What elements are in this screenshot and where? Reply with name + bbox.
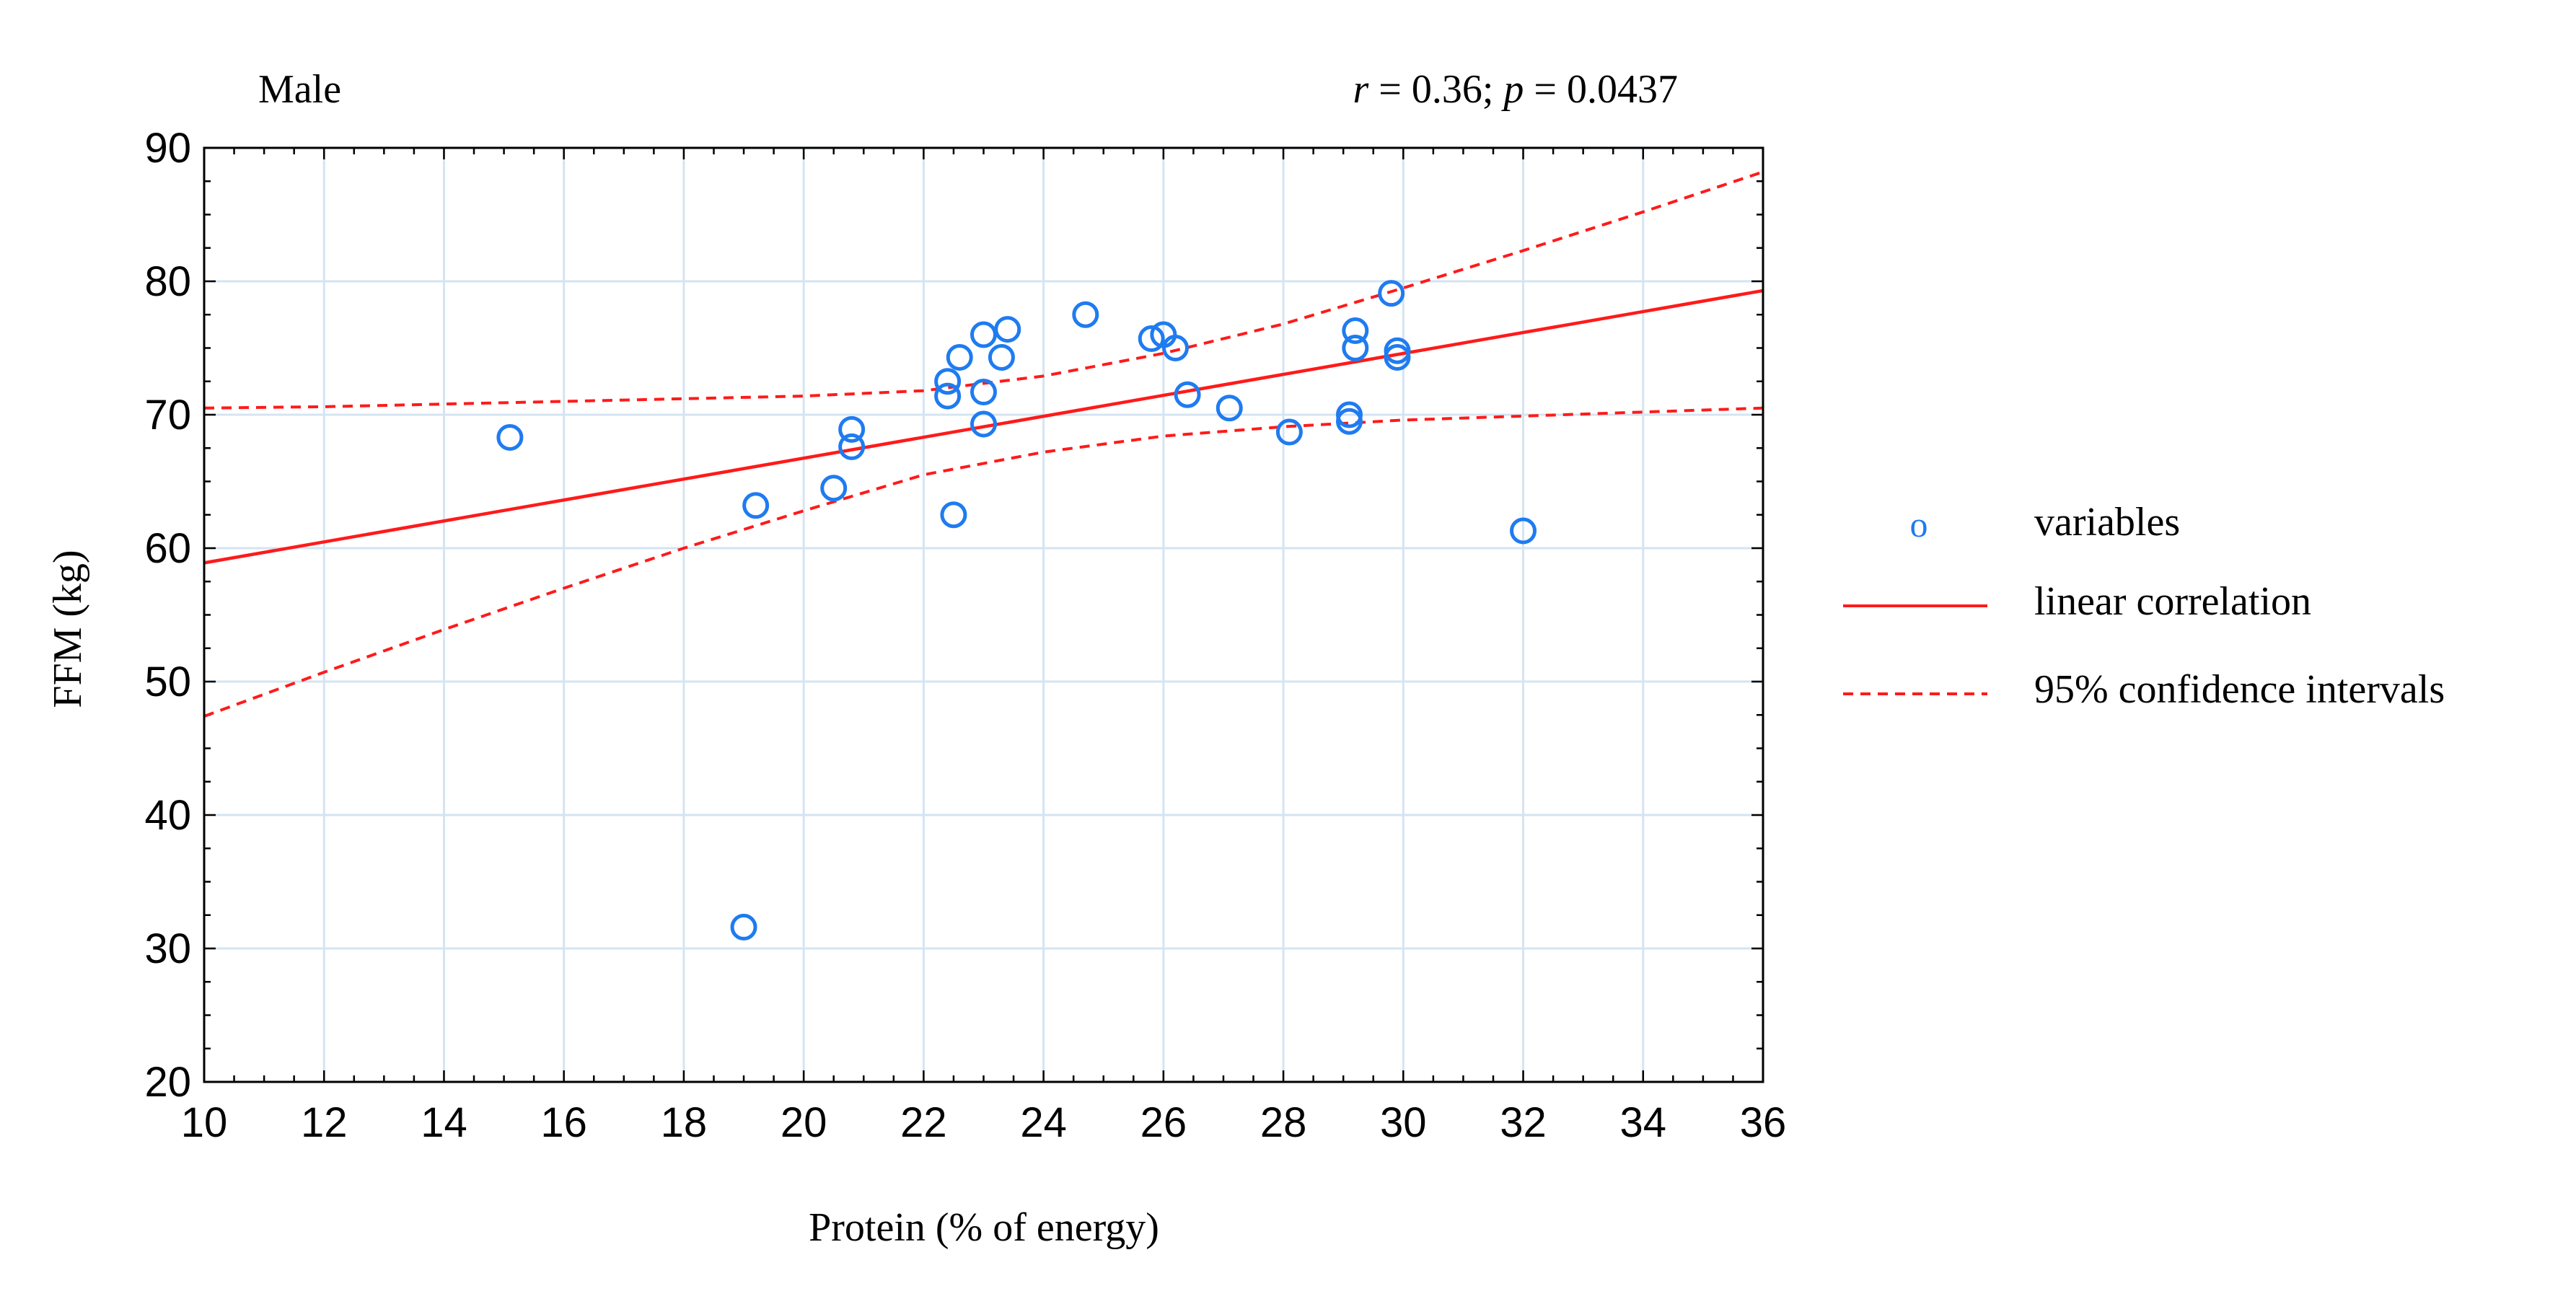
y-tick-label: 30 [144,925,191,972]
y-tick-label: 90 [144,125,191,172]
data-point [946,343,973,371]
data-point [1216,395,1243,422]
r-symbol: r [1353,67,1368,112]
x-tick-label: 28 [1260,1099,1307,1146]
data-point [496,423,524,451]
r-value: = 0.36; [1368,67,1503,112]
data-point [838,433,866,460]
y-tick-label: 70 [144,392,191,439]
x-tick-label: 10 [181,1099,228,1146]
data-point [1138,325,1165,353]
data-point [940,501,967,529]
data-point [988,343,1015,371]
chart-title: Male [258,67,341,112]
x-tick-label: 14 [421,1099,467,1146]
x-tick-label: 20 [781,1099,827,1146]
plot-frame [203,146,1764,1083]
y-axis-label: FFM (kg) [45,550,90,708]
data-point [1378,280,1405,307]
y-tick-label: 60 [144,525,191,572]
grid [204,148,1763,1082]
data-point [1336,408,1363,435]
data-point [1161,335,1189,361]
data-point [838,415,866,443]
data-points [496,280,1537,941]
data-point [970,321,997,348]
data-point [1174,381,1201,408]
legend-label-variables: variables [2034,500,2180,545]
data-point [994,316,1021,343]
legend-label-linear: linear correlation [2034,579,2311,624]
p-symbol: p [1500,67,1524,112]
stats-label: r = 0.36; p = 0.0437 [1353,67,1678,112]
data-point [934,382,962,410]
data-point [1384,343,1411,371]
data-point [742,492,770,519]
x-axis-ticks: 10 12 14 16 18 20 22 24 26 28 30 32 34 36 [181,1099,1787,1146]
data-point [1342,335,1369,361]
legend-point-symbol: o [1910,504,1928,545]
legend-label-ci: 95% confidence intervals [2034,667,2445,712]
x-tick-label: 12 [301,1099,348,1146]
regression-line [203,289,1764,565]
x-tick-label: 34 [1620,1099,1667,1146]
data-point [970,410,997,438]
data-point [1072,301,1099,328]
confidence-intervals [203,170,1764,718]
x-tick-label: 26 [1140,1099,1187,1146]
ci-lower-line [203,406,1764,718]
x-axis-label: Protein (% of energy) [809,1205,1159,1250]
data-point [970,379,997,406]
minor-ticks [203,146,1764,1083]
data-point [1275,418,1303,446]
legend: o variables linear correlation 95% confi… [1843,500,2445,712]
x-tick-label: 36 [1740,1099,1787,1146]
x-tick-label: 32 [1500,1099,1547,1146]
data-point [820,475,848,502]
ci-upper-line [203,170,1764,410]
x-tick-label: 22 [900,1099,947,1146]
p-value: = 0.0437 [1524,67,1678,112]
x-tick-label: 30 [1380,1099,1427,1146]
x-tick-label: 16 [540,1099,587,1146]
data-point [1342,317,1369,344]
y-tick-label: 50 [144,659,191,705]
y-tick-label: 20 [144,1059,191,1106]
y-tick-label: 40 [144,792,191,839]
data-point [934,368,962,395]
y-tick-label: 80 [144,258,191,305]
x-tick-label: 24 [1020,1099,1067,1146]
data-point [1510,517,1537,545]
data-point [730,913,757,941]
x-tick-label: 18 [661,1099,708,1146]
regression-line-group [203,289,1764,565]
y-axis-ticks: 20 30 40 50 60 70 80 90 [144,125,191,1106]
